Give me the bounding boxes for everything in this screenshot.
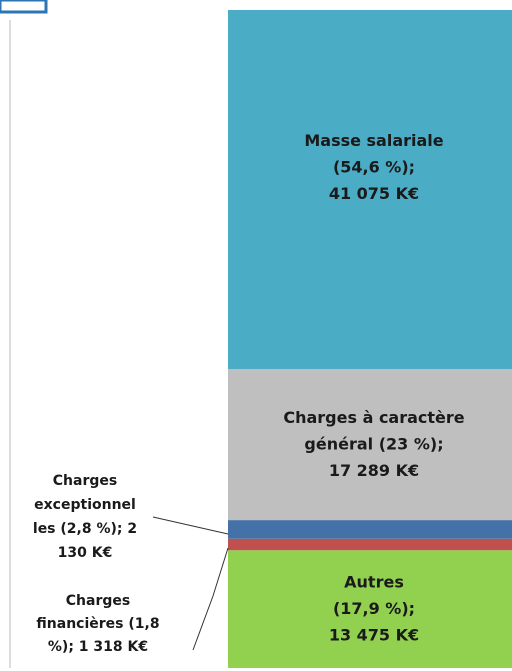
data-label: Charges à caractère général (23 %); 17 289… — [283, 408, 464, 480]
data-label: Charges financières (1,8%); 1 318 K€ — [36, 593, 159, 655]
data-label: Charges exceptionnel les (2,8 %); 2 130 K€ — [33, 473, 137, 561]
leader-line — [192, 547, 229, 651]
data-label: Autres (17,9 %); 13 475 K€ — [329, 572, 419, 644]
leader-line — [152, 516, 229, 535]
bar-segment — [228, 538, 512, 551]
bar-segment — [228, 368, 512, 521]
bar-segment — [228, 520, 512, 539]
data-label: Masse salariale (54,6 %); 41 075 K€ — [304, 130, 443, 202]
bar-segment — [228, 10, 512, 369]
bar-segment — [228, 550, 512, 668]
frame-fragment — [0, 0, 48, 14]
